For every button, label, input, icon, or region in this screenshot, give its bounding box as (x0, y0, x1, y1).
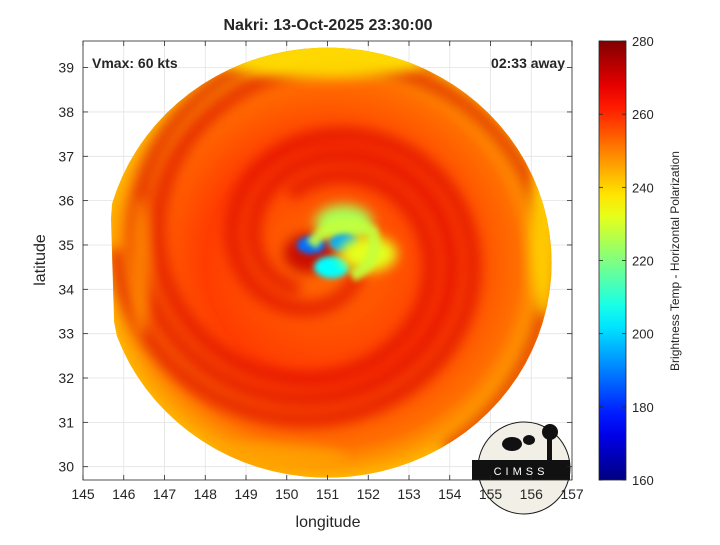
x-tick-label: 153 (397, 486, 421, 502)
x-tick-label: 157 (560, 486, 584, 502)
x-tick-label: 156 (520, 486, 544, 502)
x-tick-label: 149 (234, 486, 258, 502)
y-tick-label: 35 (58, 237, 74, 253)
colorbar-gradient (599, 41, 626, 480)
colorbar-tick-label: 180 (632, 400, 654, 415)
logo-tower-leg (547, 438, 552, 460)
swath-layer (111, 47, 552, 478)
y-tick-label: 32 (58, 370, 74, 386)
y-axis-label: latitude (32, 234, 49, 286)
y-tick-label: 37 (58, 148, 74, 164)
vmax-annotation: Vmax: 60 kts (92, 55, 178, 71)
x-tick-label: 154 (438, 486, 462, 502)
logo-water-tower (542, 424, 558, 440)
colorbar-tick-label: 220 (632, 254, 654, 269)
logo-dish-small (523, 435, 535, 445)
y-tick-label: 31 (58, 414, 74, 430)
colorbar-ticks: 160 180 200 220 240 260 280 (599, 34, 654, 488)
colorbar-tick-label: 240 (632, 180, 654, 195)
x-axis-label: longitude (296, 514, 361, 531)
colorbar-tick-label: 160 (632, 473, 654, 488)
y-tick-label: 39 (58, 60, 74, 76)
edge-warm-north (213, 47, 434, 79)
logo-banner (472, 460, 570, 480)
logo-dish (502, 437, 522, 451)
colorbar: 160 180 200 220 240 260 280 (598, 34, 654, 488)
colorbar-tick-label: 200 (632, 327, 654, 342)
logo-text: CIMSS (494, 466, 549, 478)
x-tick-label: 148 (194, 486, 218, 502)
rain-band (149, 55, 552, 457)
chart-title: Nakri: 13-Oct-2025 23:30:00 (223, 17, 432, 34)
tick-layer: 145 146 147 148 149 150 151 152 153 154 155 156 157 3… (58, 41, 584, 502)
rain-band (111, 126, 482, 428)
y-tick-label: 36 (58, 193, 74, 209)
colorbar-tick-label: 280 (632, 34, 654, 49)
eyewall-arc (306, 218, 381, 282)
x-tick-label: 146 (112, 486, 136, 502)
x-tick-label: 151 (316, 486, 340, 502)
y-tick-label: 34 (58, 281, 74, 297)
rain-band (127, 47, 460, 408)
cimss-logo: CIMSS (472, 421, 571, 515)
x-tick-label: 155 (479, 486, 503, 502)
swath-image (111, 47, 552, 478)
colorbar-label: Brightness Temp - Horizontal Polarizatio… (668, 151, 682, 371)
y-tick-label: 33 (58, 326, 74, 342)
time-away-annotation: 02:33 away (491, 55, 565, 71)
eyewall-hot-spot-south (313, 256, 350, 279)
plot-area: CIMSS 145 146 147 148 149 150 151 152 153 154 155 1… (58, 40, 584, 515)
y-tick-label: 38 (58, 104, 74, 120)
y-tick-label: 30 (58, 459, 74, 475)
edge-warm-west (130, 197, 151, 338)
x-tick-label: 150 (275, 486, 299, 502)
x-tick-label: 152 (357, 486, 381, 502)
colorbar-tick-label: 260 (632, 107, 654, 122)
x-tick-label: 147 (153, 486, 177, 502)
x-tick-label: 145 (71, 486, 95, 502)
